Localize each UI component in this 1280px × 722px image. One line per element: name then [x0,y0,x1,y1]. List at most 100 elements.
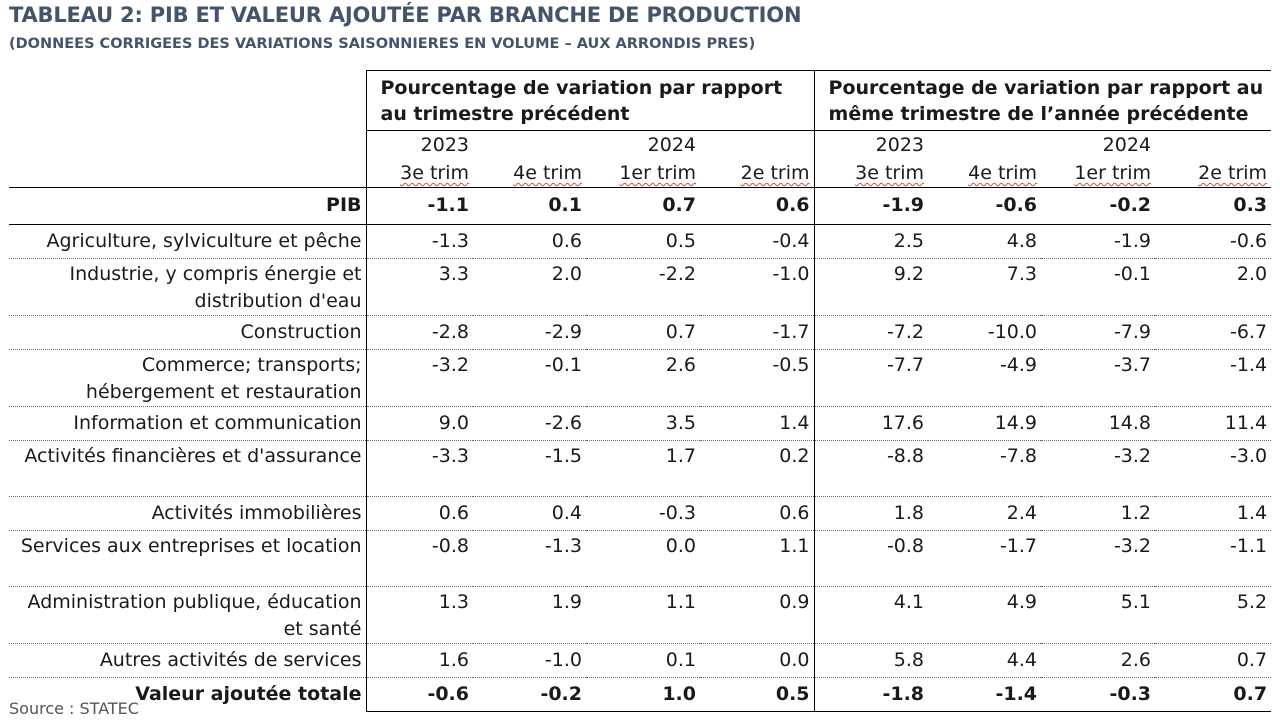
quarter-label: 1er trim [586,159,700,188]
table-title: TABLEAU 2: PIB ET VALEUR AJOUTÉE PAR BRA… [9,3,802,27]
quarter-label: 2e trim [700,159,815,188]
quarter-text: 2e trim [740,162,810,184]
year-header-row: 2023 2024 2023 2024 [9,130,1272,159]
year-label: 2023 [365,130,473,159]
value-cell: 0.7 [1155,677,1272,712]
source-note: Source : STATEC [9,699,139,718]
value-cell: -3.3 [365,440,473,497]
value-cell: -0.8 [813,530,929,587]
value-cell: 9.0 [365,406,473,441]
value-cell: 0.4 [473,496,586,531]
row-label: Commerce; transports; hébergement et res… [9,349,366,407]
data-table: Pourcentage de variation par rapport au … [9,70,1272,712]
table-row: Activités immobilières 0.6 0.4 -0.3 0.6 1.8 2.… [9,496,1272,531]
value-cell: 0.6 [473,224,586,259]
value-cell: 14.8 [1041,406,1156,441]
quarter-text: 1er trim [619,162,696,184]
row-label: Activités immobilières [9,496,366,531]
quarter-label: 4e trim [928,159,1042,188]
value-cell: 1.6 [365,643,473,678]
value-cell: 4.4 [928,643,1042,678]
pib-row: PIB -1.1 0.1 0.7 0.6 -1.9 -0.6 -0.2 0.3 [9,187,1272,225]
value-cell: 0.9 [700,586,815,644]
value-cell: -3.2 [365,349,473,407]
value-cell: 2.0 [1155,258,1272,316]
value-cell: -2.2 [586,258,700,316]
value-cell: 0.6 [700,496,815,531]
value-cell: -1.3 [365,224,473,259]
value-cell: -1.0 [700,258,815,316]
value-cell: 4.8 [928,224,1042,259]
value-cell: -7.2 [813,315,929,350]
value-cell: 0.5 [700,677,815,712]
row-label: Construction [9,315,366,350]
table-row: Autres activités de services 1.6 -1.0 0.1 0.… [9,643,1272,678]
value-cell: -1.1 [1155,530,1272,587]
table-row: Information et communication 9.0 -2.6 3.5 1.… [9,406,1272,441]
value-cell: -0.2 [473,677,586,712]
value-cell: -1.7 [928,530,1042,587]
value-cell: 0.1 [586,643,700,678]
value-cell: 5.1 [1041,586,1156,644]
value-cell: 0.0 [700,643,815,678]
table-row: Services aux entreprises et location -0.8… [9,530,1272,587]
value-cell: 17.6 [813,406,929,441]
value-cell: 0.7 [586,315,700,350]
value-cell: 1.7 [586,440,700,497]
quarter-text: 4e trim [968,162,1038,184]
row-label: Industrie, y compris énergie et distribu… [9,258,366,316]
value-cell: -0.2 [1041,187,1156,225]
group-header-right: Pourcentage de variation par rapport au … [813,70,1272,131]
value-cell: -2.6 [473,406,586,441]
value-cell: -3.2 [1041,530,1156,587]
value-cell: 4.9 [928,586,1042,644]
value-cell: 1.1 [586,586,700,644]
row-label: PIB [9,187,366,225]
value-cell: 4.1 [813,586,929,644]
value-cell: 1.4 [1155,496,1272,531]
quarter-label: 2e trim [1155,159,1272,188]
value-cell: -2.9 [473,315,586,350]
group-header-left: Pourcentage de variation par rapport au … [365,70,815,131]
value-cell: 1.9 [473,586,586,644]
value-cell: -7.9 [1041,315,1156,350]
quarter-label: 1er trim [1041,159,1156,188]
row-label: Activités financières et d'assurance [9,440,366,497]
value-cell: -8.8 [813,440,929,497]
value-cell: -3.0 [1155,440,1272,497]
value-cell: -1.8 [813,677,929,712]
table-row: Industrie, y compris énergie et distribu… [9,258,1272,316]
value-cell: -0.6 [365,677,473,712]
value-cell: -7.7 [813,349,929,407]
year-label: 2024 [1041,130,1156,159]
value-cell: -3.7 [1041,349,1156,407]
value-cell: 1.1 [700,530,815,587]
value-cell: 9.2 [813,258,929,316]
value-cell: -0.3 [586,496,700,531]
value-cell: 7.3 [928,258,1042,316]
value-cell: 0.5 [586,224,700,259]
value-cell: -0.1 [1041,258,1156,316]
value-cell: 0.7 [586,187,700,225]
row-label: Agriculture, sylviculture et pêche [9,224,366,259]
quarter-text: 3e trim [400,162,469,184]
quarter-label: 3e trim [365,159,473,188]
value-cell: 0.3 [1155,187,1272,225]
row-label: Services aux entreprises et location [9,530,366,587]
row-label: Administration publique, éducation et sa… [9,586,366,644]
year-label: 2024 [586,130,700,159]
value-cell: 0.2 [700,440,815,497]
value-cell: -0.4 [700,224,815,259]
value-cell: 14.9 [928,406,1042,441]
year-label: 2023 [813,130,929,159]
value-cell: 3.3 [365,258,473,316]
table-row: Agriculture, sylviculture et pêche -1.3 0.… [9,224,1272,259]
value-cell: 5.8 [813,643,929,678]
value-cell: -0.8 [365,530,473,587]
value-cell: -1.1 [365,187,473,225]
quarter-text: 2e trim [1198,162,1268,184]
value-cell: 0.7 [1155,643,1272,678]
value-cell: 2.4 [928,496,1042,531]
value-cell: -1.4 [928,677,1042,712]
quarter-text: 3e trim [855,162,925,184]
